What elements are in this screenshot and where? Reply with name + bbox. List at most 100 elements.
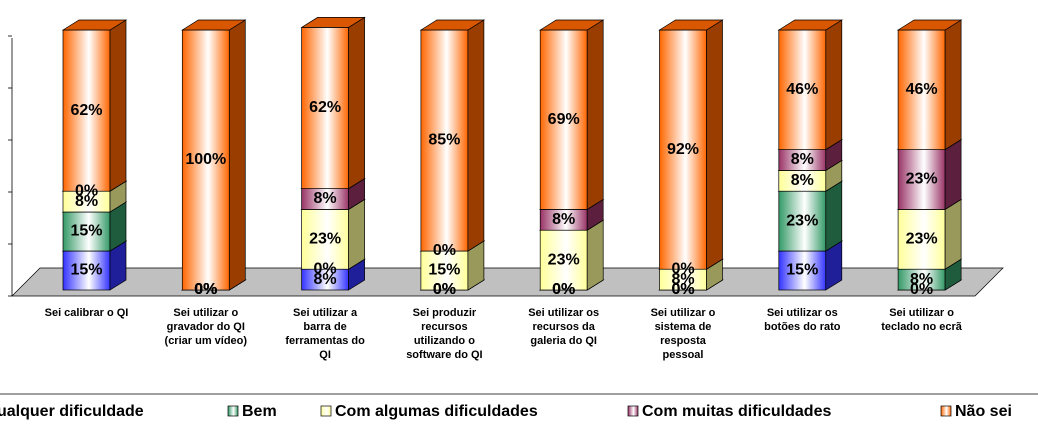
- bar-front: [897, 149, 946, 210]
- x-tick-label: Sei produzir recursos utilizando o softw…: [406, 307, 483, 361]
- bar-side: [228, 19, 246, 291]
- value-label: 0%: [194, 281, 217, 298]
- bar-front: [181, 29, 230, 291]
- bar-top: [896, 19, 963, 31]
- bar-segment: [658, 19, 724, 270]
- value-label: 23%: [786, 212, 818, 229]
- value-label: 8%: [314, 271, 337, 288]
- bar-segment: [896, 19, 963, 151]
- x-tick-label: Sei utilizar o gravador do QI (criar um …: [164, 307, 248, 347]
- legend-label: Bem: [242, 403, 277, 420]
- value-label: 15%: [70, 262, 102, 279]
- legend-swatch: [627, 405, 639, 417]
- value-label: 15%: [786, 262, 818, 279]
- bar-side: [586, 19, 604, 211]
- bar-top: [300, 17, 366, 28]
- x-tick-label: Sei utilizar o teclado no ecrã: [881, 307, 962, 333]
- bar-side: [706, 19, 723, 270]
- value-label: 69%: [548, 111, 580, 128]
- value-label: 62%: [70, 102, 102, 119]
- bar-side: [825, 19, 843, 151]
- value-label: 0%: [194, 281, 217, 298]
- bar-segment: [61, 19, 128, 192]
- value-label: 92%: [667, 141, 699, 158]
- bar-front: [420, 29, 469, 252]
- value-label: 23%: [548, 251, 580, 268]
- value-label: 23%: [309, 231, 341, 248]
- bar-front: [778, 250, 827, 291]
- bar-front: [301, 209, 349, 270]
- legend-label: Com algumas dificuldades: [335, 403, 538, 420]
- value-label: 8%: [791, 172, 814, 189]
- x-tick-label: Sei utilizar os botões do rato: [764, 307, 841, 333]
- value-label: 0%: [194, 281, 217, 298]
- bar-front: [301, 27, 349, 189]
- legend-swatch: [320, 405, 332, 417]
- legend-label: ualquer dificuldade: [0, 403, 144, 420]
- bar-side: [348, 16, 365, 190]
- bar-side: [944, 19, 962, 151]
- x-tick-label: Sei utilizar o sistema de resposta pesso…: [650, 307, 716, 361]
- value-label: 0%: [671, 281, 694, 298]
- legend-swatch: [940, 405, 952, 417]
- legend-label: Com muitas dificuldades: [642, 403, 831, 420]
- value-label: 0%: [671, 260, 694, 277]
- value-label: 0%: [552, 281, 575, 298]
- bar-front: [897, 209, 946, 270]
- bar-segment: [777, 19, 844, 151]
- bar-top: [419, 19, 486, 31]
- value-label: 23%: [906, 231, 938, 248]
- bar-side: [944, 138, 962, 211]
- value-label: 15%: [70, 223, 102, 240]
- bar-top: [777, 19, 844, 31]
- bar-front: [778, 29, 827, 150]
- value-label: 0%: [314, 260, 337, 277]
- value-label: 0%: [910, 281, 933, 298]
- bar-side: [825, 180, 843, 252]
- bar-side: [109, 19, 127, 192]
- bar-front: [62, 29, 111, 192]
- value-label: 0%: [433, 242, 456, 259]
- value-label: 8%: [552, 211, 575, 228]
- bar-side: [586, 219, 604, 291]
- x-tick-label: Sei calibrar o QI: [44, 307, 129, 319]
- value-label: 46%: [906, 81, 938, 98]
- value-label: 0%: [194, 281, 217, 298]
- value-label: 8%: [671, 271, 694, 288]
- value-label: 8%: [75, 193, 98, 210]
- bar-side: [467, 19, 485, 252]
- bar-front: [62, 211, 111, 252]
- bar-side: [348, 198, 365, 270]
- value-label: 8%: [791, 151, 814, 168]
- bar-top: [658, 19, 724, 31]
- legend-label: Não sei: [955, 403, 1012, 420]
- bar-segment: [419, 19, 486, 252]
- x-tick-label: Sei utilizar a barra de ferramentas do Q…: [285, 307, 365, 361]
- value-label: 8%: [314, 190, 337, 207]
- bar-segment: [538, 19, 605, 211]
- bar-front: [62, 250, 111, 291]
- value-label: 0%: [75, 182, 98, 199]
- floor: [11, 267, 1004, 297]
- bar-segment: [300, 16, 366, 190]
- value-label: 46%: [786, 81, 818, 98]
- value-label: 62%: [309, 99, 341, 116]
- value-label: 0%: [552, 281, 575, 298]
- value-label: 23%: [906, 171, 938, 188]
- value-label: 0%: [433, 281, 456, 298]
- bar-side: [944, 198, 962, 270]
- bar-top: [181, 19, 247, 31]
- bar-front: [778, 190, 827, 252]
- value-label: 15%: [428, 262, 460, 279]
- x-tick-label: Sei utilizar os recursos da galeria do Q…: [528, 307, 600, 347]
- bar-top: [61, 19, 128, 31]
- value-label: 0%: [671, 281, 694, 298]
- value-label: 0%: [433, 281, 456, 298]
- bar-top: [538, 19, 605, 31]
- bar-segment: [181, 19, 247, 291]
- value-label: 100%: [185, 151, 226, 168]
- value-label: 8%: [910, 271, 933, 288]
- legend-swatch: [227, 405, 239, 417]
